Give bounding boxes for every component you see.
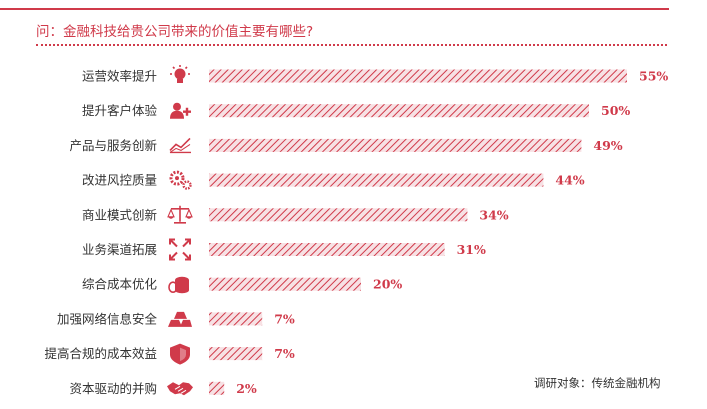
data-label: 7%: [274, 346, 295, 361]
category-label: 提高合规的成本效益: [44, 346, 157, 361]
category-label: 改进风控质量: [82, 173, 157, 188]
category-label: 综合成本优化: [82, 277, 158, 292]
data-label: 55%: [639, 69, 668, 84]
data-label: 7%: [274, 311, 295, 326]
question-title: 问：金融科技给贵公司带来的价值主要有哪些?: [36, 24, 314, 40]
handshake-icon: [167, 382, 193, 396]
data-label: 2%: [236, 381, 257, 396]
data-label: 20%: [373, 277, 402, 292]
bar: [209, 69, 627, 83]
expand-arrows-icon: [169, 238, 191, 261]
data-label: 49%: [593, 138, 622, 153]
category-label: 产品与服务创新: [69, 138, 157, 153]
bar: [209, 381, 225, 395]
bar: [209, 243, 445, 256]
gears-icon: [169, 170, 192, 190]
bar: [209, 347, 263, 361]
bar: [209, 173, 544, 187]
category-label: 商业模式创新: [82, 207, 157, 222]
shield-icon: [170, 343, 190, 365]
scales-icon: [167, 205, 193, 224]
top-rule: [0, 8, 669, 10]
bar: [209, 138, 582, 152]
data-label: 44%: [555, 173, 584, 188]
category-label: 业务渠道拓展: [82, 242, 157, 257]
bar: [209, 312, 263, 326]
user-plus-icon: [170, 102, 191, 119]
data-label: 34%: [479, 207, 508, 222]
source-note: 调研对象：传统金融机构: [534, 376, 661, 390]
dotted-divider: [36, 44, 667, 46]
lightbulb-icon: [170, 65, 190, 83]
data-label: 31%: [457, 242, 486, 257]
category-label: 加强网络信息安全: [57, 311, 158, 326]
line-chart-icon: [169, 137, 191, 154]
bar: [209, 277, 361, 291]
category-label: 运营效率提升: [82, 69, 157, 84]
bar: [209, 208, 468, 222]
gold-bars-icon: [168, 311, 192, 327]
category-label: 资本驱动的并购: [69, 381, 157, 396]
coins-icon: [168, 276, 189, 294]
category-label: 提升客户体验: [82, 103, 158, 118]
data-label: 50%: [601, 103, 630, 118]
bar: [209, 104, 589, 118]
